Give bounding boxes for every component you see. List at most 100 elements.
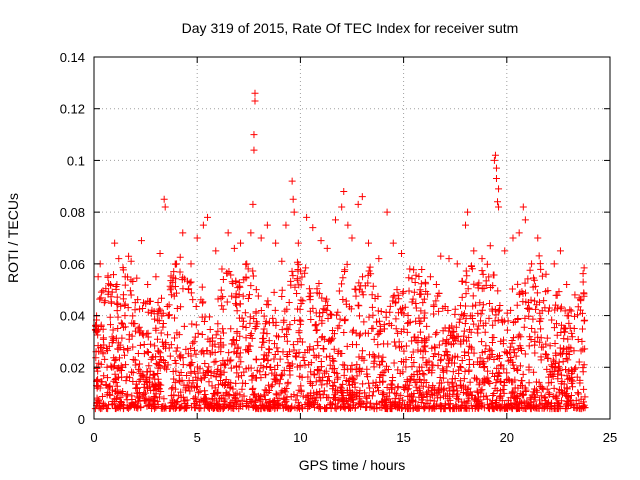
data-point: [339, 361, 347, 369]
data-point: [466, 388, 474, 396]
data-point: [428, 361, 436, 369]
data-point: [240, 317, 248, 325]
data-point: [557, 303, 565, 311]
data-point: [245, 347, 253, 355]
data-point: [190, 399, 198, 407]
data-point: [302, 264, 310, 272]
data-point: [580, 264, 588, 272]
data-point: [581, 316, 589, 324]
data-point: [383, 384, 391, 392]
data-point: [182, 345, 190, 353]
data-point: [384, 340, 392, 348]
data-point: [476, 354, 484, 362]
data-point: [114, 313, 122, 321]
data-point: [563, 385, 571, 393]
data-point: [247, 229, 255, 237]
data-point: [431, 389, 439, 397]
data-point: [310, 371, 318, 379]
data-point: [128, 368, 136, 376]
data-point: [396, 404, 404, 412]
data-point: [424, 290, 432, 298]
data-point: [478, 306, 486, 314]
data-point: [205, 404, 213, 412]
data-point: [330, 394, 338, 402]
data-point: [490, 271, 498, 279]
data-point: [562, 355, 570, 363]
data-point: [114, 324, 122, 332]
data-point: [524, 305, 532, 313]
data-point: [110, 354, 118, 362]
data-point: [430, 343, 438, 351]
data-point: [521, 314, 529, 322]
data-point: [550, 324, 558, 332]
data-point: [418, 392, 426, 400]
data-point: [248, 386, 256, 394]
data-point: [171, 357, 179, 365]
data-point: [122, 377, 130, 385]
data-point: [468, 392, 476, 400]
data-point: [334, 350, 342, 358]
data-point: [330, 365, 338, 373]
data-point: [561, 307, 569, 315]
data-point: [470, 320, 478, 328]
data-point: [425, 333, 433, 341]
data-point: [271, 397, 279, 405]
data-point: [490, 389, 498, 397]
data-point: [555, 364, 563, 372]
data-point: [232, 290, 240, 298]
data-point: [135, 365, 143, 373]
data-point: [498, 397, 506, 405]
data-point: [239, 379, 247, 387]
data-point: [517, 344, 525, 352]
data-point: [338, 203, 346, 211]
data-point: [390, 359, 398, 367]
data-point: [298, 373, 306, 381]
data-point: [472, 301, 480, 309]
data-point: [331, 404, 339, 412]
data-point: [139, 305, 147, 313]
data-point: [359, 291, 367, 299]
data-point: [461, 319, 469, 327]
data-point: [295, 260, 303, 268]
data-point: [230, 404, 238, 412]
data-point: [256, 394, 264, 402]
data-point: [496, 377, 504, 385]
data-point: [494, 198, 502, 206]
data-point: [217, 294, 225, 302]
data-point: [437, 252, 445, 260]
data-point: [411, 333, 419, 341]
data-point: [296, 320, 304, 328]
data-point: [410, 266, 418, 274]
data-point: [472, 374, 480, 382]
data-point: [458, 310, 466, 318]
data-point: [244, 295, 252, 303]
data-point: [495, 354, 503, 362]
data-point: [173, 260, 181, 268]
data-point: [356, 366, 364, 374]
data-point: [329, 355, 337, 363]
data-point: [299, 353, 307, 361]
data-point: [313, 285, 321, 293]
data-point: [176, 268, 184, 276]
data-point: [521, 350, 529, 358]
data-point: [217, 348, 225, 356]
data-point: [386, 302, 394, 310]
data-point: [199, 299, 207, 307]
data-point: [368, 303, 376, 311]
data-point: [495, 370, 503, 378]
data-point: [192, 321, 200, 329]
data-point: [436, 374, 444, 382]
data-point: [381, 367, 389, 375]
data-point: [175, 376, 183, 384]
x-tick-label: 5: [194, 430, 201, 445]
data-point: [260, 391, 268, 399]
data-point: [167, 272, 175, 280]
data-point: [114, 300, 122, 308]
plot-frame: [93, 56, 611, 420]
data-point: [483, 260, 491, 268]
data-point: [155, 347, 163, 355]
y-tick-label: 0.04: [60, 309, 85, 324]
data-point: [457, 364, 465, 372]
data-point: [157, 356, 165, 364]
data-point: [136, 341, 144, 349]
